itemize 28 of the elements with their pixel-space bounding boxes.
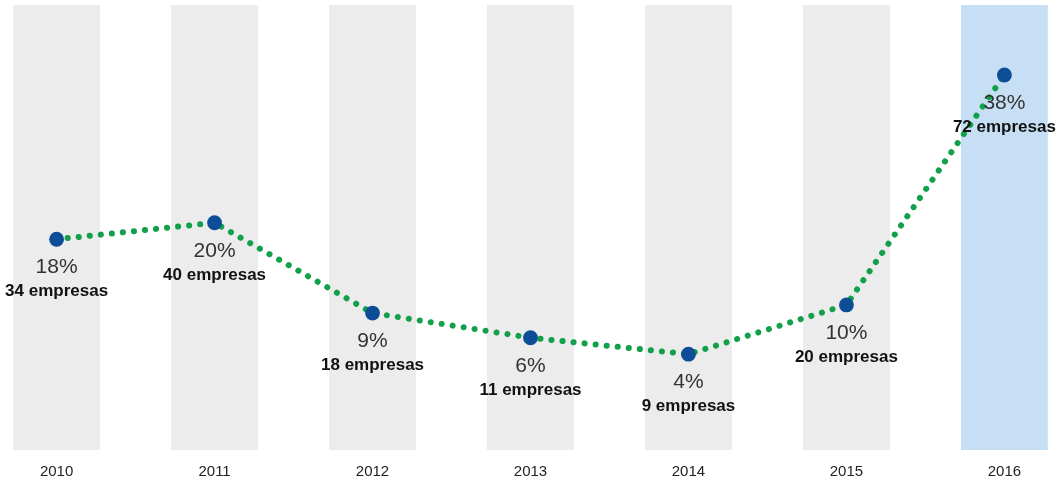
x-tick-label: 2012 bbox=[355, 461, 390, 479]
text: 9 empresas bbox=[641, 396, 736, 416]
point bbox=[207, 215, 222, 231]
annotation: 34 empresas bbox=[5, 281, 109, 301]
point bbox=[365, 305, 380, 321]
point bbox=[49, 231, 65, 247]
point bbox=[839, 297, 854, 313]
data-label: 6% bbox=[515, 352, 546, 376]
x-tick-label: 2014 bbox=[671, 461, 706, 479]
point bbox=[681, 346, 696, 362]
point bbox=[996, 67, 1012, 83]
data-label: 4% bbox=[673, 369, 704, 393]
annotation: 72 empresas bbox=[952, 117, 1056, 136]
text: 18 empresas bbox=[321, 355, 425, 375]
x-tick-label: 2011 bbox=[198, 461, 231, 479]
x-tick-label: 2013 bbox=[513, 461, 548, 479]
annotation: 20 empresas bbox=[794, 346, 898, 366]
text: 11 empresas bbox=[479, 379, 582, 399]
data-label: 20% bbox=[193, 237, 236, 261]
x-tick-label: 2016 bbox=[987, 461, 1022, 479]
data-label: 18% bbox=[35, 254, 78, 278]
x-tick-label: 2010 bbox=[39, 461, 74, 479]
point bbox=[523, 330, 538, 346]
data-label: 10% bbox=[825, 319, 868, 343]
data-label: 9% bbox=[357, 328, 388, 352]
x-tick-label: 2015 bbox=[829, 461, 864, 479]
annotation: 40 empresas bbox=[163, 264, 267, 284]
data-label: 38% bbox=[983, 90, 1026, 113]
